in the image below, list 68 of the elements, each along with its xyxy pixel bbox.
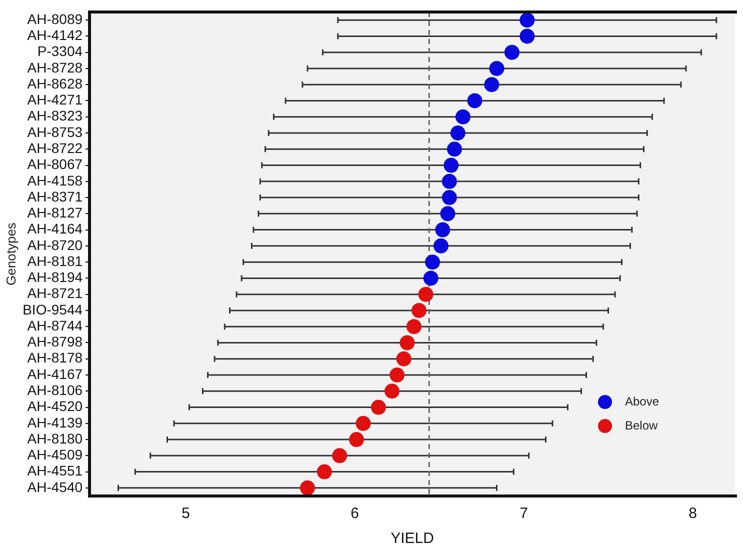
y-tick-label: AH-8127 — [27, 204, 83, 221]
y-tick-label: AH-4509 — [27, 446, 83, 463]
x-tick-label: 6 — [350, 505, 359, 522]
point — [504, 44, 520, 60]
point — [356, 416, 371, 431]
y-tick-label: AH-4551 — [27, 462, 83, 479]
point — [370, 400, 386, 415]
point — [440, 206, 456, 222]
point — [316, 464, 332, 480]
y-tick-label: AH-4271 — [27, 92, 83, 108]
legend-label: Below — [625, 418, 658, 432]
y-tick-label: BIO-9544 — [22, 301, 83, 318]
point — [425, 254, 440, 270]
y-tick-label: AH-8067 — [27, 156, 83, 172]
y-tick-label: AH-8371 — [27, 188, 83, 204]
y-tick-label: AH-8180 — [27, 430, 83, 446]
y-tick-label: AH-8178 — [27, 350, 83, 366]
point — [447, 142, 462, 157]
point — [444, 158, 459, 173]
legend-label: Above — [625, 394, 660, 408]
point — [400, 335, 415, 350]
point — [300, 480, 315, 496]
y-tick-label: AH-8722 — [27, 140, 83, 156]
y-tick-label: P-3304 — [37, 43, 83, 60]
point — [455, 109, 470, 124]
point — [450, 126, 466, 140]
y-axis-title: Genotypes — [3, 222, 18, 286]
point — [412, 302, 427, 318]
y-tick-label: AH-8721 — [27, 285, 83, 302]
x-tick-label: 5 — [182, 505, 190, 522]
point — [390, 368, 405, 382]
x-tick-label: 8 — [688, 505, 697, 522]
point — [520, 28, 535, 44]
y-tick-label: AH-8089 — [27, 10, 83, 27]
point — [442, 174, 457, 189]
y-tick-label: AH-4167 — [27, 366, 83, 382]
point — [467, 93, 482, 108]
point — [349, 432, 364, 448]
point — [489, 60, 504, 76]
point — [423, 270, 438, 286]
y-tick-label: AH-4164 — [27, 220, 83, 237]
y-tick-label: AH-8728 — [27, 59, 83, 76]
y-tick-label: AH-8628 — [27, 75, 83, 92]
y-tick-label: AH-8798 — [27, 334, 83, 350]
point — [442, 190, 457, 206]
y-tick-label: AH-8181 — [27, 252, 83, 269]
point — [433, 238, 448, 254]
y-tick-label: AH-8720 — [27, 236, 83, 253]
y-tick-label: AH-8753 — [27, 124, 83, 140]
y-tick-label: AH-4158 — [27, 172, 83, 188]
point — [435, 222, 450, 238]
point — [406, 319, 422, 334]
y-tick-label: AH-4142 — [27, 27, 83, 44]
x-axis-title: YIELD — [390, 530, 434, 548]
point — [418, 286, 434, 302]
y-tick-label: AH-4139 — [27, 414, 83, 430]
y-tick-label: AH-4540 — [27, 478, 83, 495]
x-tick-label: 7 — [520, 505, 528, 522]
point — [396, 351, 412, 366]
y-tick-label: AH-8194 — [27, 269, 83, 286]
y-tick-label: AH-8323 — [27, 108, 83, 124]
point — [484, 77, 500, 92]
y-tick-label: AH-8106 — [27, 382, 83, 398]
point — [520, 12, 535, 28]
point — [332, 448, 348, 464]
point — [384, 384, 400, 399]
y-tick-label: AH-4520 — [27, 398, 83, 414]
y-tick-label: AH-8744 — [27, 317, 83, 334]
